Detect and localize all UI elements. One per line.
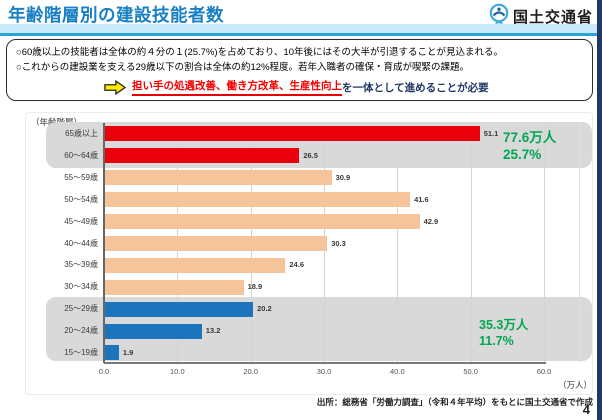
bar — [105, 148, 300, 164]
page-number: 4 — [582, 402, 590, 417]
row-label: 20～24歳 — [64, 326, 98, 336]
annotation-young: 35.3万人 11.7% — [479, 317, 528, 349]
bar — [105, 279, 244, 295]
row-label: 25～29歳 — [64, 304, 98, 314]
plot-right-border — [579, 123, 580, 363]
summary-conclusion: を一体として進めることが必要 — [342, 81, 489, 94]
bar — [105, 235, 328, 251]
summary-line-1: ○60歳以上の技能者は全体の約４分の１(25.7%)を占めており、10年後にはそ… — [16, 47, 503, 58]
unit-label: （万人） — [558, 380, 593, 390]
bar-value-label: 51.1 — [483, 129, 499, 138]
arrow-right-icon — [104, 79, 126, 95]
header: 年齢階層別の建設技能者数 国土交通省 — [0, 0, 602, 36]
right-edge-bar — [597, 0, 602, 420]
x-tick-label: 30.0 — [316, 367, 332, 376]
row-label: 30～34歳 — [64, 282, 98, 292]
ministry-logo-block: 国土交通省 — [489, 3, 593, 30]
bar-value-label: 1.9 — [122, 348, 134, 357]
summary-highlight: 担い手の処遇改善、働き方改革、生産性向上 — [132, 78, 342, 96]
annotation-60plus: 77.6万人 25.7% — [503, 129, 556, 164]
x-tick-label: 60.0 — [536, 367, 552, 376]
chart-card: （年齢階層） （万人） 77.6万人 25.7% 35.3万人 11.7% 0.… — [25, 112, 593, 395]
summary-line-3: 担い手の処遇改善、働き方改革、生産性向上 を一体として進めることが必要 — [104, 78, 592, 96]
mlit-logo-icon — [489, 3, 509, 30]
x-tick-label: 0.0 — [98, 367, 110, 376]
bar — [105, 214, 420, 230]
x-tick-label: 50.0 — [463, 367, 478, 376]
bar — [105, 301, 254, 317]
bar-value-label: 20.2 — [257, 304, 272, 314]
bar — [105, 257, 286, 273]
summary-line-2: ○これからの建設業を支える29歳以下の割合は全体の約12%程度。若年入職者の確保… — [16, 62, 470, 73]
bar — [105, 126, 480, 142]
row-label: 60～64歳 — [64, 150, 98, 160]
annotation-60plus-share: 25.7% — [503, 147, 542, 163]
row-label: 40～44歳 — [64, 238, 98, 248]
annotation-young-share: 11.7% — [479, 334, 514, 348]
x-tick-label: 10.0 — [170, 367, 185, 376]
header-band — [0, 24, 597, 33]
bar-value-label: 24.6 — [289, 260, 304, 270]
bar — [105, 192, 411, 208]
row-label: 65歳以上 — [65, 129, 98, 138]
grid-line — [397, 123, 399, 363]
bar-value-label: 30.9 — [335, 172, 351, 182]
summary-box: ○60歳以上の技能者は全体の約４分の１(25.7%)を占めており、10年後にはそ… — [6, 39, 593, 101]
bar-value-label: 26.5 — [303, 150, 318, 160]
bar — [105, 170, 332, 186]
row-label: 50～54歳 — [64, 194, 98, 204]
x-axis-line — [104, 362, 546, 364]
x-tick-label: 20.0 — [243, 367, 258, 376]
row-label: 55～59歳 — [64, 172, 98, 182]
annotation-young-count: 35.3万人 — [479, 318, 529, 332]
row-label: 15～19歳 — [64, 348, 98, 357]
x-tick-label: 40.0 — [390, 367, 405, 376]
header-divider-line — [0, 33, 597, 36]
bar-value-label: 18.9 — [247, 282, 263, 292]
ministry-name: 国土交通省 — [512, 9, 593, 26]
grid-line — [544, 123, 545, 363]
bar — [105, 323, 202, 339]
bar-value-label: 41.6 — [414, 194, 429, 204]
bar-value-label: 30.3 — [331, 238, 346, 248]
row-label: 35～39歳 — [64, 260, 98, 270]
page-title: 年齢階層別の建設技能者数 — [8, 5, 224, 25]
bar-value-label: 13.2 — [205, 326, 221, 336]
plot-area: （万人） 77.6万人 25.7% 35.3万人 11.7% 0.0 10.0 20… — [26, 113, 594, 396]
bar — [105, 345, 119, 361]
grid-line — [470, 123, 472, 363]
source-note: 出所：総務省「労働力調査」（令和４年平均）をもとに国土交通省で作成 — [316, 397, 593, 407]
y-axis-line — [103, 123, 105, 363]
row-label: 45～49歳 — [64, 216, 98, 226]
bar-value-label: 42.9 — [423, 216, 439, 226]
annotation-60plus-count: 77.6万人 — [503, 130, 557, 145]
